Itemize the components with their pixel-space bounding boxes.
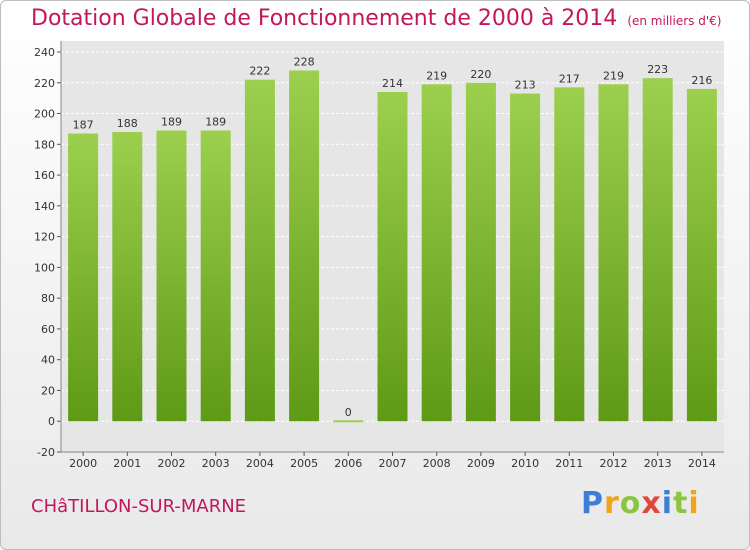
bar-2001 [112,132,143,422]
bar-2013 [642,78,673,422]
bar-2003 [200,130,231,422]
x-tick-label: 2000 [69,457,97,470]
value-label: 217 [559,72,580,85]
value-label: 0 [345,406,352,419]
x-tick-label: 2007 [379,457,407,470]
title-text: Dotation Globale de Fonctionnement de 20… [31,6,618,31]
proxiti-logo: Proxiti [581,486,700,521]
value-label: 216 [691,74,712,87]
y-tick-label: 140 [34,200,55,213]
y-tick-label: 240 [34,46,55,59]
y-tick-label: 0 [48,415,55,428]
x-tick-label: 2011 [555,457,583,470]
bar-2012 [598,84,629,422]
x-tick-label: 2009 [467,457,495,470]
bar-2009 [465,82,496,422]
unit-label: (en milliers d'€) [627,14,722,28]
bar-2000 [68,133,99,422]
value-label: 220 [470,68,491,81]
bar-2010 [510,93,541,422]
x-tick-label: 2002 [158,457,186,470]
value-label: 219 [426,69,447,82]
y-tick-label: 180 [34,138,55,151]
y-tick-label: 220 [34,77,55,90]
value-label: 219 [603,69,624,82]
x-tick-label: 2005 [290,457,318,470]
x-tick-label: 2008 [423,457,451,470]
y-tick-label: 160 [34,169,55,182]
x-tick-label: 2010 [511,457,539,470]
y-tick-label: 100 [34,261,55,274]
value-label: 223 [647,63,668,76]
y-tick-label: -20 [37,446,55,459]
value-label: 222 [249,65,270,78]
value-label: 189 [205,115,226,128]
x-tick-label: 2014 [688,457,716,470]
bar-2007 [377,92,408,422]
chart-title: Dotation Globale de Fonctionnement de 20… [31,6,721,31]
x-tick-label: 2003 [202,457,230,470]
y-tick-label: 200 [34,108,55,121]
y-tick-label: 60 [41,323,55,336]
x-tick-label: 2004 [246,457,274,470]
y-tick-label: 20 [41,384,55,397]
bar-2006 [333,420,364,423]
x-tick-label: 2013 [644,457,672,470]
y-tick-label: 80 [41,292,55,305]
bar-2004 [244,79,275,422]
bar-2005 [289,70,320,422]
x-tick-label: 2006 [334,457,362,470]
y-tick-label: 40 [41,354,55,367]
bar-2011 [554,87,585,422]
value-label: 188 [117,117,138,130]
value-label: 228 [294,55,315,68]
y-tick-label: 120 [34,231,55,244]
bar-2002 [156,130,187,422]
x-tick-label: 2001 [113,457,141,470]
value-label: 214 [382,77,403,90]
commune-name: CHâTILLON-SUR-MARNE [31,496,247,517]
bar-2014 [686,88,717,422]
x-tick-label: 2012 [600,457,628,470]
bar-2008 [421,84,452,422]
value-label: 189 [161,115,182,128]
value-label: 213 [515,79,536,92]
value-label: 187 [73,119,94,132]
